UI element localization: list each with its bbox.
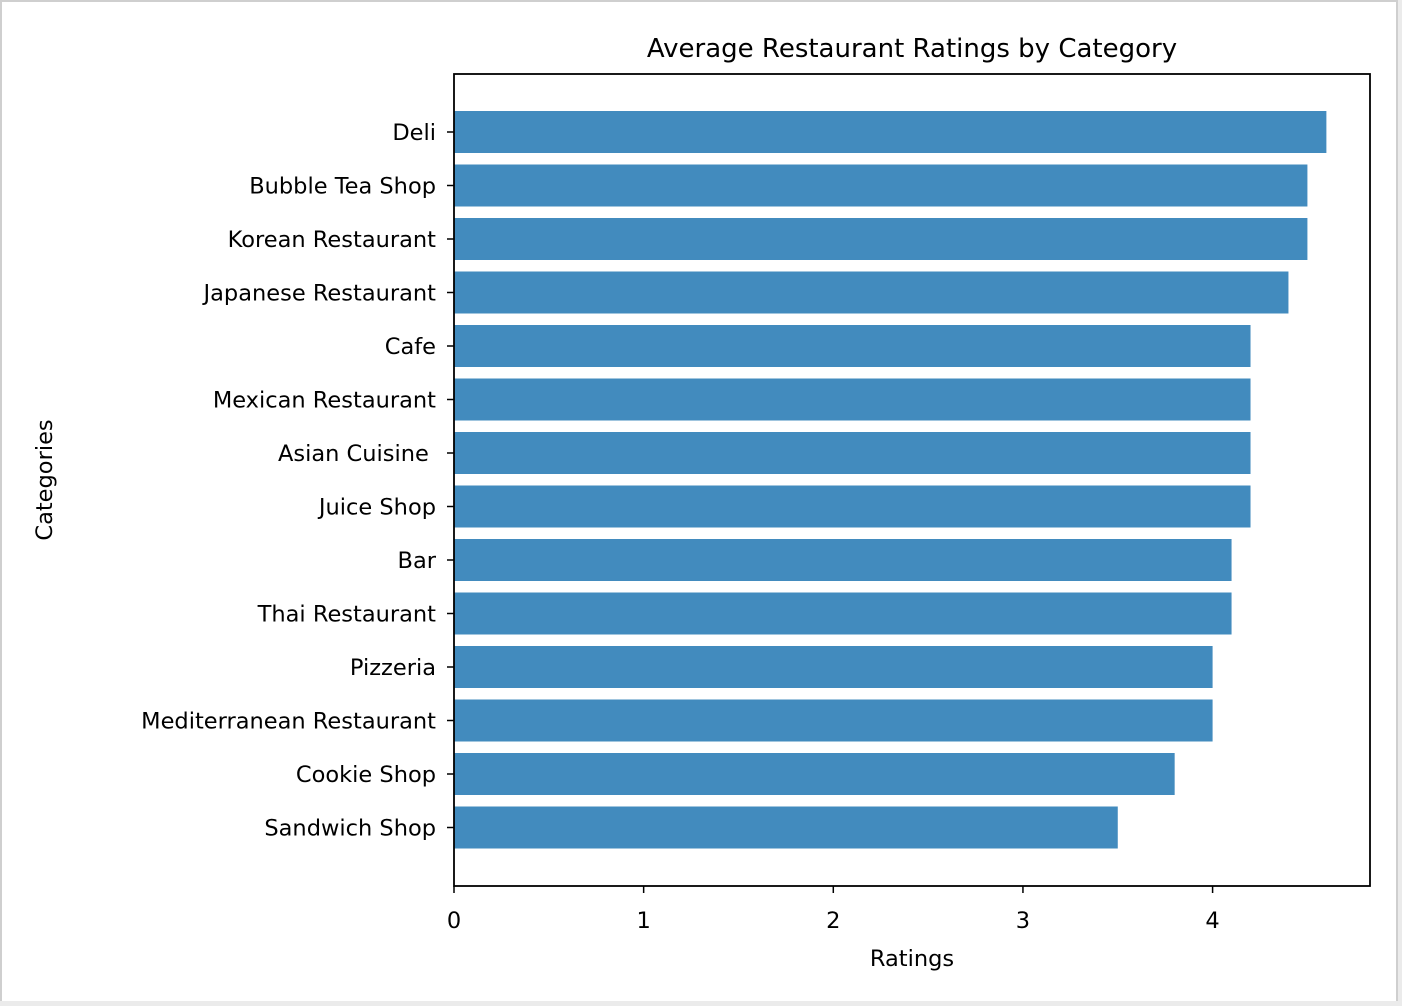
bar [454, 592, 1232, 635]
x-axis: 0 1 2 3 4 [447, 886, 1220, 934]
x-tick-label: 2 [826, 908, 840, 934]
y-tick-label: Thai Restaurant [257, 602, 437, 628]
bar [454, 485, 1251, 528]
y-axis: Deli Bubble Tea Shop Korean Restaurant Japa… [141, 120, 454, 842]
y-tick-label: Juice Shop [317, 495, 436, 521]
x-tick-label: 3 [1016, 908, 1030, 934]
bar [454, 111, 1327, 153]
bar [454, 164, 1308, 207]
y-tick-label: Pizzeria [350, 655, 436, 681]
y-tick-label: Cafe [385, 334, 436, 360]
bar [454, 753, 1175, 795]
plot-frame [453, 73, 1371, 887]
y-tick-label: Sandwich Shop [264, 816, 436, 842]
y-tick-label: Asian Cuisine [278, 441, 436, 467]
y-tick-label: Cookie Shop [296, 762, 436, 788]
y-tick-label: Mediterranean Restaurant [141, 709, 436, 735]
bars-group [454, 111, 1327, 849]
y-tick-label: Mexican Restaurant [213, 388, 436, 414]
bar [454, 646, 1213, 688]
bar [454, 699, 1213, 742]
y-tick-label: Japanese Restaurant [202, 281, 437, 307]
y-tick-label: Bar [398, 548, 437, 574]
y-tick-label: Bubble Tea Shop [249, 174, 436, 200]
chart-title: Average Restaurant Ratings by Category [647, 34, 1177, 64]
y-axis-label: Categories [32, 419, 58, 540]
bar [454, 806, 1118, 849]
bar [454, 325, 1251, 367]
x-tick-label: 1 [636, 908, 650, 934]
bar [454, 271, 1289, 314]
x-axis-label: Ratings [870, 946, 954, 972]
x-tick-label: 4 [1205, 908, 1219, 934]
x-tick-label: 0 [447, 908, 461, 934]
bar [454, 378, 1251, 421]
bar [454, 218, 1308, 260]
y-tick-label: Korean Restaurant [228, 227, 437, 253]
bar [454, 432, 1251, 474]
bar [454, 539, 1232, 581]
y-tick-label: Deli [392, 120, 436, 146]
